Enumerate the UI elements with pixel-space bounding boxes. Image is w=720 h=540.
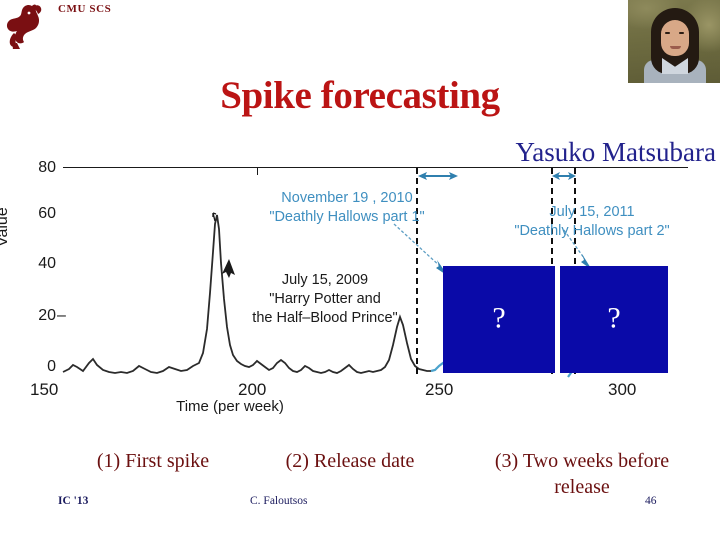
two-week-span-arrow-2 — [552, 172, 576, 180]
y-tick-40: 40 — [38, 255, 56, 272]
footer-conference: IC '13 — [58, 495, 89, 507]
spike-forecast-chart: 80 60 40 20 0 – Value 150 200 250 300 Ti… — [0, 155, 720, 420]
portrait-eye-left — [665, 32, 670, 34]
x-tick-250: 250 — [425, 380, 454, 399]
annotation-deathly-hallows-2: July 15, 2011 "Deathly Hallows part 2" — [486, 203, 698, 241]
y-tick-80: 80 — [38, 159, 56, 176]
footer-page-number: 46 — [645, 495, 657, 507]
plot-top-tick — [257, 167, 258, 175]
caption-row: (1) First spike (2) Release date (3) Two… — [0, 440, 720, 500]
portrait-mouth — [670, 46, 681, 49]
annotation-3-line-2: "Harry Potter and — [269, 291, 381, 307]
slide-footer: IC '13 C. Faloutsos 46 — [0, 495, 720, 517]
cmu-scs-label: CMU SCS — [58, 3, 112, 15]
caption-first-spike: (1) First spike — [96, 450, 210, 472]
cmu-scotty-dog-icon — [2, 2, 54, 50]
two-week-span-arrow-1 — [418, 172, 458, 180]
forecast-unknown-box-2: ? — [560, 266, 668, 373]
page-title: Spike forecasting — [220, 74, 500, 117]
y-tick-20: 20 — [38, 307, 56, 324]
portrait-eye-right — [679, 32, 684, 34]
annotation-deathly-hallows-1: November 19 , 2010 "Deathly Hallows part… — [247, 189, 447, 227]
annotation-half-blood-prince: July 15, 2009 "Harry Potter and the Half… — [232, 271, 418, 328]
annotation-1-line-1: November 19 , 2010 — [281, 190, 413, 206]
author-name: Yasuko Matsubara — [515, 137, 717, 167]
annotation-3-line-1: July 15, 2009 — [281, 272, 369, 288]
x-axis-label: Time (per week) — [176, 398, 284, 415]
plot-top-axis-line — [63, 167, 688, 168]
annotation-2-line-1: July 15, 2011 — [549, 204, 635, 220]
person-portrait-photo — [628, 0, 720, 83]
portrait-face — [661, 20, 689, 56]
caption-two-weeks-before-release: (3) Two weeks before release — [494, 450, 670, 498]
forecast-unknown-box-1: ? — [443, 266, 555, 373]
y-tick-60: 60 — [38, 205, 56, 222]
annotation-1-line-2: "Deathly Hallows part 1" — [269, 209, 425, 225]
y-axis-label: Value — [0, 207, 11, 247]
y-tick-dash-20: – — [57, 307, 66, 324]
y-tick-0: 0 — [47, 358, 56, 375]
annotation-2-line-2: "Deathly Hallows part 2" — [514, 223, 670, 239]
x-tick-200: 200 — [238, 380, 267, 399]
x-tick-150: 150 — [30, 380, 59, 399]
x-tick-300: 300 — [608, 380, 637, 399]
question-mark-label-1: ? — [492, 301, 506, 334]
question-mark-label-2: ? — [607, 301, 621, 334]
event-dashed-line-1 — [416, 168, 418, 374]
caption-release-date: (2) Release date — [285, 450, 415, 472]
annotation-3-line-3: the Half–Blood Prince" — [252, 310, 398, 326]
footer-presenter: C. Faloutsos — [250, 495, 308, 507]
